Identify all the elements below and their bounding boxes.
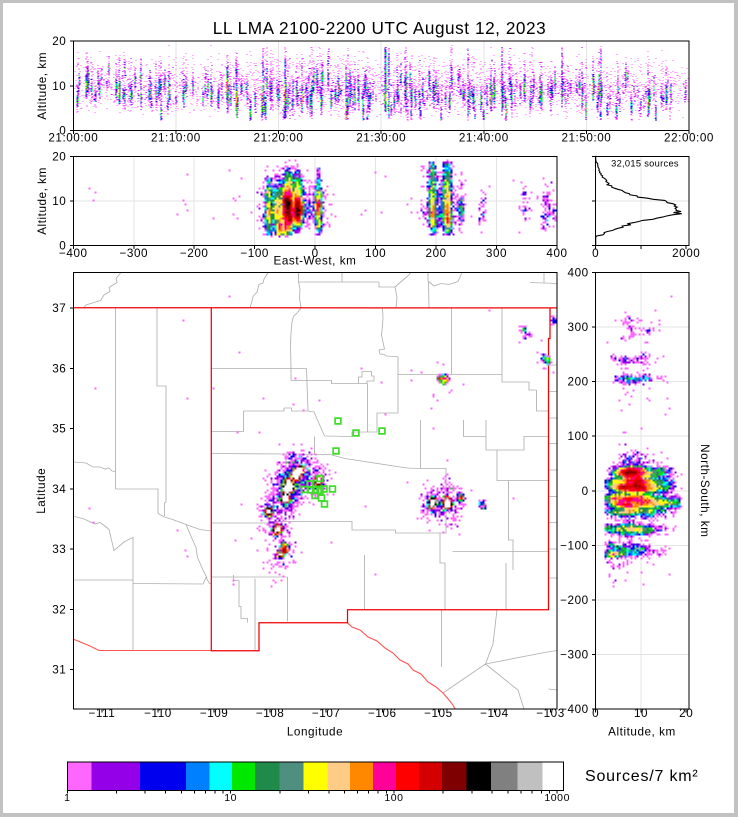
svg-text:2000: 2000 — [672, 247, 700, 260]
svg-text:32,015 sources: 32,015 sources — [611, 159, 679, 169]
svg-text:21:50:00: 21:50:00 — [561, 132, 611, 145]
svg-text:10: 10 — [224, 792, 237, 804]
svg-text:100: 100 — [384, 792, 403, 804]
svg-text:200: 200 — [426, 247, 447, 260]
svg-text:10: 10 — [52, 195, 66, 208]
svg-text:−107: −107 — [312, 707, 341, 720]
svg-text:200: 200 — [568, 376, 589, 389]
svg-text:−109: −109 — [200, 707, 229, 720]
svg-text:400: 400 — [546, 247, 567, 260]
svg-text:−103: −103 — [536, 707, 565, 720]
svg-text:22:00:00: 22:00:00 — [664, 132, 714, 145]
svg-text:−106: −106 — [368, 707, 397, 720]
svg-text:400: 400 — [568, 267, 589, 280]
svg-text:Altitude, km: Altitude, km — [36, 52, 49, 120]
svg-text:0: 0 — [312, 247, 319, 260]
svg-text:0: 0 — [59, 239, 66, 252]
svg-text:20: 20 — [52, 35, 66, 48]
svg-text:21:20:00: 21:20:00 — [254, 132, 304, 145]
svg-text:300: 300 — [568, 321, 589, 334]
svg-text:−300: −300 — [560, 649, 589, 662]
svg-text:1000: 1000 — [544, 792, 570, 804]
svg-text:−111: −111 — [89, 707, 116, 720]
svg-text:Altitude, km: Altitude, km — [608, 726, 676, 739]
svg-text:21:00:00: 21:00:00 — [48, 132, 98, 145]
svg-text:0: 0 — [592, 707, 599, 720]
svg-text:10: 10 — [52, 80, 66, 93]
svg-text:Latitude: Latitude — [35, 468, 48, 514]
svg-text:Sources/7 km²: Sources/7 km² — [585, 768, 699, 785]
svg-text:1: 1 — [64, 792, 70, 804]
svg-text:0: 0 — [59, 124, 66, 137]
svg-text:36: 36 — [52, 362, 66, 375]
svg-text:21:30:00: 21:30:00 — [356, 132, 406, 145]
svg-text:300: 300 — [486, 247, 507, 260]
svg-text:21:10:00: 21:10:00 — [151, 132, 201, 145]
svg-text:Altitude, km: Altitude, km — [36, 167, 49, 235]
svg-text:−200: −200 — [180, 247, 209, 260]
svg-text:31: 31 — [52, 664, 66, 677]
svg-text:100: 100 — [365, 247, 386, 260]
svg-text:35: 35 — [52, 423, 66, 436]
svg-text:33: 33 — [52, 543, 66, 556]
svg-text:−100: −100 — [240, 247, 269, 260]
svg-text:0: 0 — [582, 485, 589, 498]
svg-text:100: 100 — [568, 430, 589, 443]
svg-text:−110: −110 — [144, 707, 172, 720]
svg-text:20: 20 — [52, 151, 66, 164]
svg-text:37: 37 — [52, 302, 66, 315]
svg-text:East-West, km: East-West, km — [274, 255, 357, 268]
svg-text:0: 0 — [592, 247, 599, 260]
svg-text:32: 32 — [52, 603, 66, 616]
svg-text:Longitude: Longitude — [287, 726, 343, 739]
svg-text:34: 34 — [52, 483, 66, 496]
svg-text:20: 20 — [679, 707, 693, 720]
svg-text:−200: −200 — [560, 594, 589, 607]
svg-text:−300: −300 — [120, 247, 149, 260]
svg-text:North-South, km: North-South, km — [698, 444, 711, 537]
svg-text:−100: −100 — [560, 539, 589, 552]
svg-text:−108: −108 — [256, 707, 285, 720]
svg-text:−400: −400 — [59, 247, 88, 260]
svg-text:−104: −104 — [480, 707, 509, 720]
svg-text:−105: −105 — [424, 707, 453, 720]
svg-text:−400: −400 — [560, 703, 589, 716]
svg-text:10: 10 — [634, 707, 648, 720]
svg-text:21:40:00: 21:40:00 — [459, 132, 509, 145]
svg-text:LL LMA 2100-2200 UTC August 12: LL LMA 2100-2200 UTC August 12, 2023 — [213, 18, 547, 38]
